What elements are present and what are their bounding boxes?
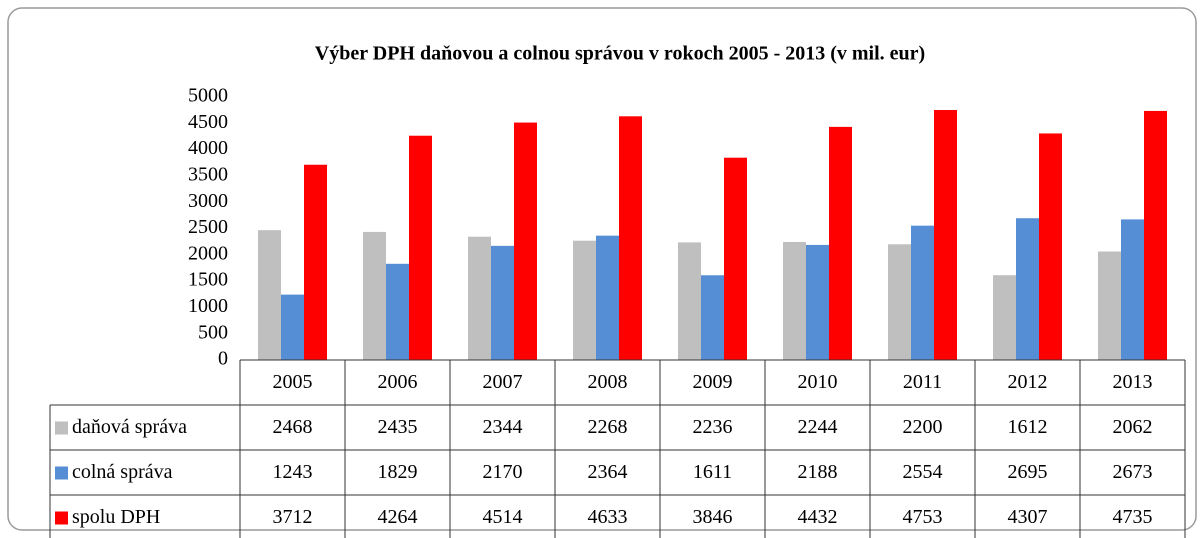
bar <box>514 122 537 360</box>
bar <box>724 157 747 360</box>
bar <box>1016 218 1039 360</box>
bar <box>701 275 724 360</box>
x-tick-label: 2008 <box>588 371 628 393</box>
table-value: 3712 <box>273 506 313 528</box>
y-tick-label: 2000 <box>188 242 228 264</box>
x-tick-label: 2013 <box>1113 371 1153 393</box>
x-tick-label: 2010 <box>798 371 838 393</box>
table-value: 2062 <box>1113 416 1153 438</box>
x-tick-label: 2011 <box>903 371 942 393</box>
bar <box>386 263 409 360</box>
table-value: 3846 <box>693 506 733 528</box>
legend-label: colná správa <box>72 461 173 483</box>
bar <box>409 135 432 360</box>
table-value: 4753 <box>903 506 943 528</box>
table-value: 4633 <box>588 506 628 528</box>
y-tick-label: 500 <box>198 321 228 343</box>
bar <box>491 245 514 360</box>
table-value: 2268 <box>588 416 628 438</box>
x-tick-label: 2009 <box>693 371 733 393</box>
bar <box>1039 133 1062 360</box>
legend-label: spolu DPH <box>72 506 160 528</box>
legend-swatch <box>55 466 68 480</box>
bar <box>281 294 304 360</box>
chart-title: Výber DPH daňovou a colnou správou v rok… <box>315 43 925 65</box>
bar <box>258 230 281 360</box>
x-tick-label: 2007 <box>483 371 523 393</box>
x-tick-label: 2005 <box>273 371 313 393</box>
x-tick-label: 2006 <box>378 371 418 393</box>
bar <box>1098 251 1121 360</box>
table-value: 4264 <box>378 506 418 528</box>
y-tick-label: 0 <box>218 348 228 370</box>
bar <box>1121 219 1144 360</box>
table-value: 1611 <box>693 461 732 483</box>
bar <box>619 116 642 360</box>
table-value: 1829 <box>378 461 418 483</box>
table-value: 2188 <box>798 461 838 483</box>
table-value: 2200 <box>903 416 943 438</box>
legend-swatch <box>55 421 68 435</box>
bar <box>304 164 327 360</box>
y-tick-label: 2500 <box>188 216 228 238</box>
bar <box>783 241 806 360</box>
bar <box>911 225 934 360</box>
bar <box>888 244 911 360</box>
table-value: 2468 <box>273 416 313 438</box>
table-value: 2244 <box>798 416 838 438</box>
bar <box>573 240 596 360</box>
table-value: 2344 <box>483 416 523 438</box>
table-value: 1612 <box>1008 416 1048 438</box>
bar <box>468 236 491 360</box>
bar <box>596 235 619 360</box>
bar <box>829 126 852 360</box>
y-tick-label: 5000 <box>188 85 228 107</box>
bar <box>934 109 957 360</box>
table-value: 2236 <box>693 416 733 438</box>
table-value: 4432 <box>798 506 838 528</box>
table-value: 2364 <box>588 461 628 483</box>
legend-swatch <box>55 511 68 525</box>
bar <box>993 275 1016 360</box>
table-value: 2673 <box>1113 461 1153 483</box>
y-tick-label: 3500 <box>188 163 228 185</box>
table-value: 4514 <box>483 506 523 528</box>
legend-label: daňová správa <box>72 416 187 438</box>
y-tick-label: 1000 <box>188 295 228 317</box>
table-value: 1243 <box>273 461 313 483</box>
x-tick-label: 2012 <box>1008 371 1048 393</box>
table-value: 4735 <box>1113 506 1153 528</box>
table-value: 2554 <box>903 461 943 483</box>
bar <box>363 231 386 360</box>
y-tick-label: 3000 <box>188 190 228 212</box>
y-tick-label: 4500 <box>188 111 228 133</box>
y-tick-label: 1500 <box>188 269 228 291</box>
y-tick-label: 4000 <box>188 137 228 159</box>
table-value: 2170 <box>483 461 523 483</box>
table-value: 2435 <box>378 416 418 438</box>
table-value: 2695 <box>1008 461 1048 483</box>
bar <box>678 242 701 360</box>
bar <box>1144 110 1167 361</box>
bar <box>806 244 829 360</box>
table-value: 4307 <box>1008 506 1048 528</box>
